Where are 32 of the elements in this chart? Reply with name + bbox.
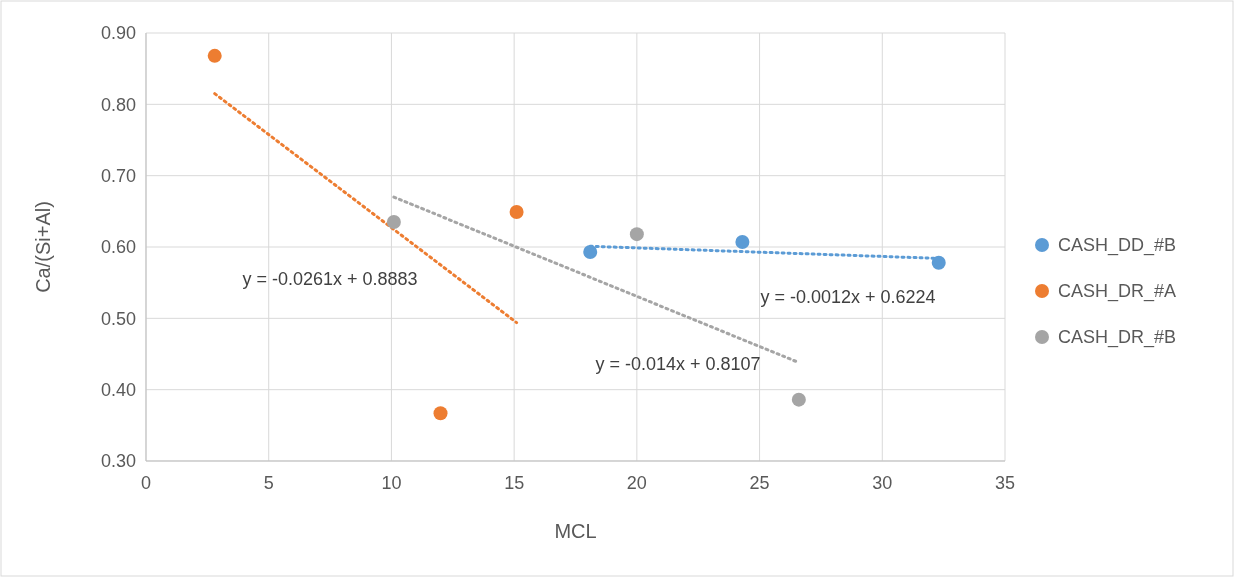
y-tick-label: 0.30: [100, 451, 136, 472]
point: [791, 392, 806, 407]
x-tick-label: 15: [504, 473, 525, 493]
x-tick-label: 5: [263, 473, 274, 493]
x-tick-label: 10: [381, 473, 402, 493]
point: [207, 48, 222, 63]
y-tick-label: 0.60: [100, 237, 136, 258]
annotation: y = -0.014x + 0.8107: [595, 354, 761, 375]
x-tick-label: 25: [749, 473, 770, 493]
y-tick-label: 0.70: [100, 165, 136, 186]
point: [629, 227, 644, 242]
x-tick-label: 30: [872, 473, 893, 493]
legend-label: CASH_DR_#B: [1058, 327, 1177, 349]
legend-label: CASH_DR_#A: [1058, 281, 1177, 303]
point: [735, 235, 750, 250]
y-tick-label: 0.90: [100, 23, 136, 44]
x-tick-label: 20: [626, 473, 647, 493]
point: [433, 406, 448, 421]
x-axis-title: MCL: [554, 520, 597, 542]
y-tick-label: 0.80: [100, 94, 136, 115]
point: [386, 215, 401, 230]
x-tick-label: 0: [140, 473, 152, 493]
annotation: y = -0.0012x + 0.6224: [760, 287, 936, 308]
y-axis-title: Ca/(Si+Al): [32, 201, 54, 293]
x-tick-label: 35: [994, 473, 1016, 493]
point: [583, 244, 598, 259]
y-tick-label: 0.40: [100, 379, 136, 400]
legend-label: CASH_DD_#B: [1058, 235, 1177, 257]
point: [509, 205, 524, 220]
annotation: y = -0.0261x + 0.8883: [242, 269, 418, 290]
y-tick-label: 0.50: [100, 308, 136, 329]
point: [931, 255, 946, 270]
